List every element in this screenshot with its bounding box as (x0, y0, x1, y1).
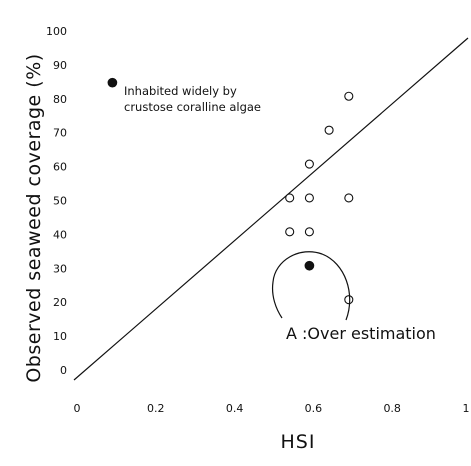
x-tick-labels: 0 0.2 0.4 0.6 0.8 1 (74, 402, 470, 415)
y-tick-label: 0 (60, 364, 67, 377)
y-tick-label: 80 (53, 93, 67, 106)
y-tick-label: 100 (46, 25, 67, 38)
x-tick-label: 0.8 (383, 402, 401, 415)
y-tick-labels: 0 10 20 30 40 50 60 70 80 90 100 (46, 25, 67, 377)
y-tick-label: 90 (53, 59, 67, 72)
x-tick-label: 0 (74, 402, 81, 415)
open-data-point (304, 193, 314, 203)
filled-data-point (107, 77, 118, 88)
open-data-point (285, 227, 295, 237)
open-data-point (344, 295, 354, 305)
open-data-point (324, 125, 334, 135)
reference-line-1to1 (73, 37, 469, 381)
y-axis-label: Observed seaweed coverage (%) (23, 53, 45, 382)
open-data-point (285, 193, 295, 203)
overestimation-circle (271, 251, 351, 321)
x-tick-label: 1 (463, 402, 470, 415)
open-data-point (344, 193, 354, 203)
annotation-algae-line-2: crustose coralline algae (124, 100, 261, 114)
open-data-point (344, 91, 354, 101)
y-tick-label: 30 (53, 262, 67, 275)
annotation-overestimation: A :Over estimation (286, 324, 436, 343)
y-tick-label: 70 (53, 127, 67, 140)
filled-data-point (304, 260, 315, 271)
y-tick-label: 60 (53, 161, 67, 174)
open-data-point (304, 159, 314, 169)
x-tick-label: 0.6 (305, 402, 323, 415)
y-tick-label: 20 (53, 296, 67, 309)
x-axis-label: HSI (281, 431, 316, 453)
annotation-algae-line-1: Inhabited widely by (124, 84, 237, 98)
x-tick-label: 0.2 (147, 402, 165, 415)
y-tick-label: 50 (53, 195, 67, 208)
y-tick-label: 40 (53, 228, 67, 241)
open-data-point (304, 227, 314, 237)
y-tick-label: 10 (53, 330, 67, 343)
data-points (107, 77, 354, 305)
x-tick-label: 0.4 (226, 402, 244, 415)
